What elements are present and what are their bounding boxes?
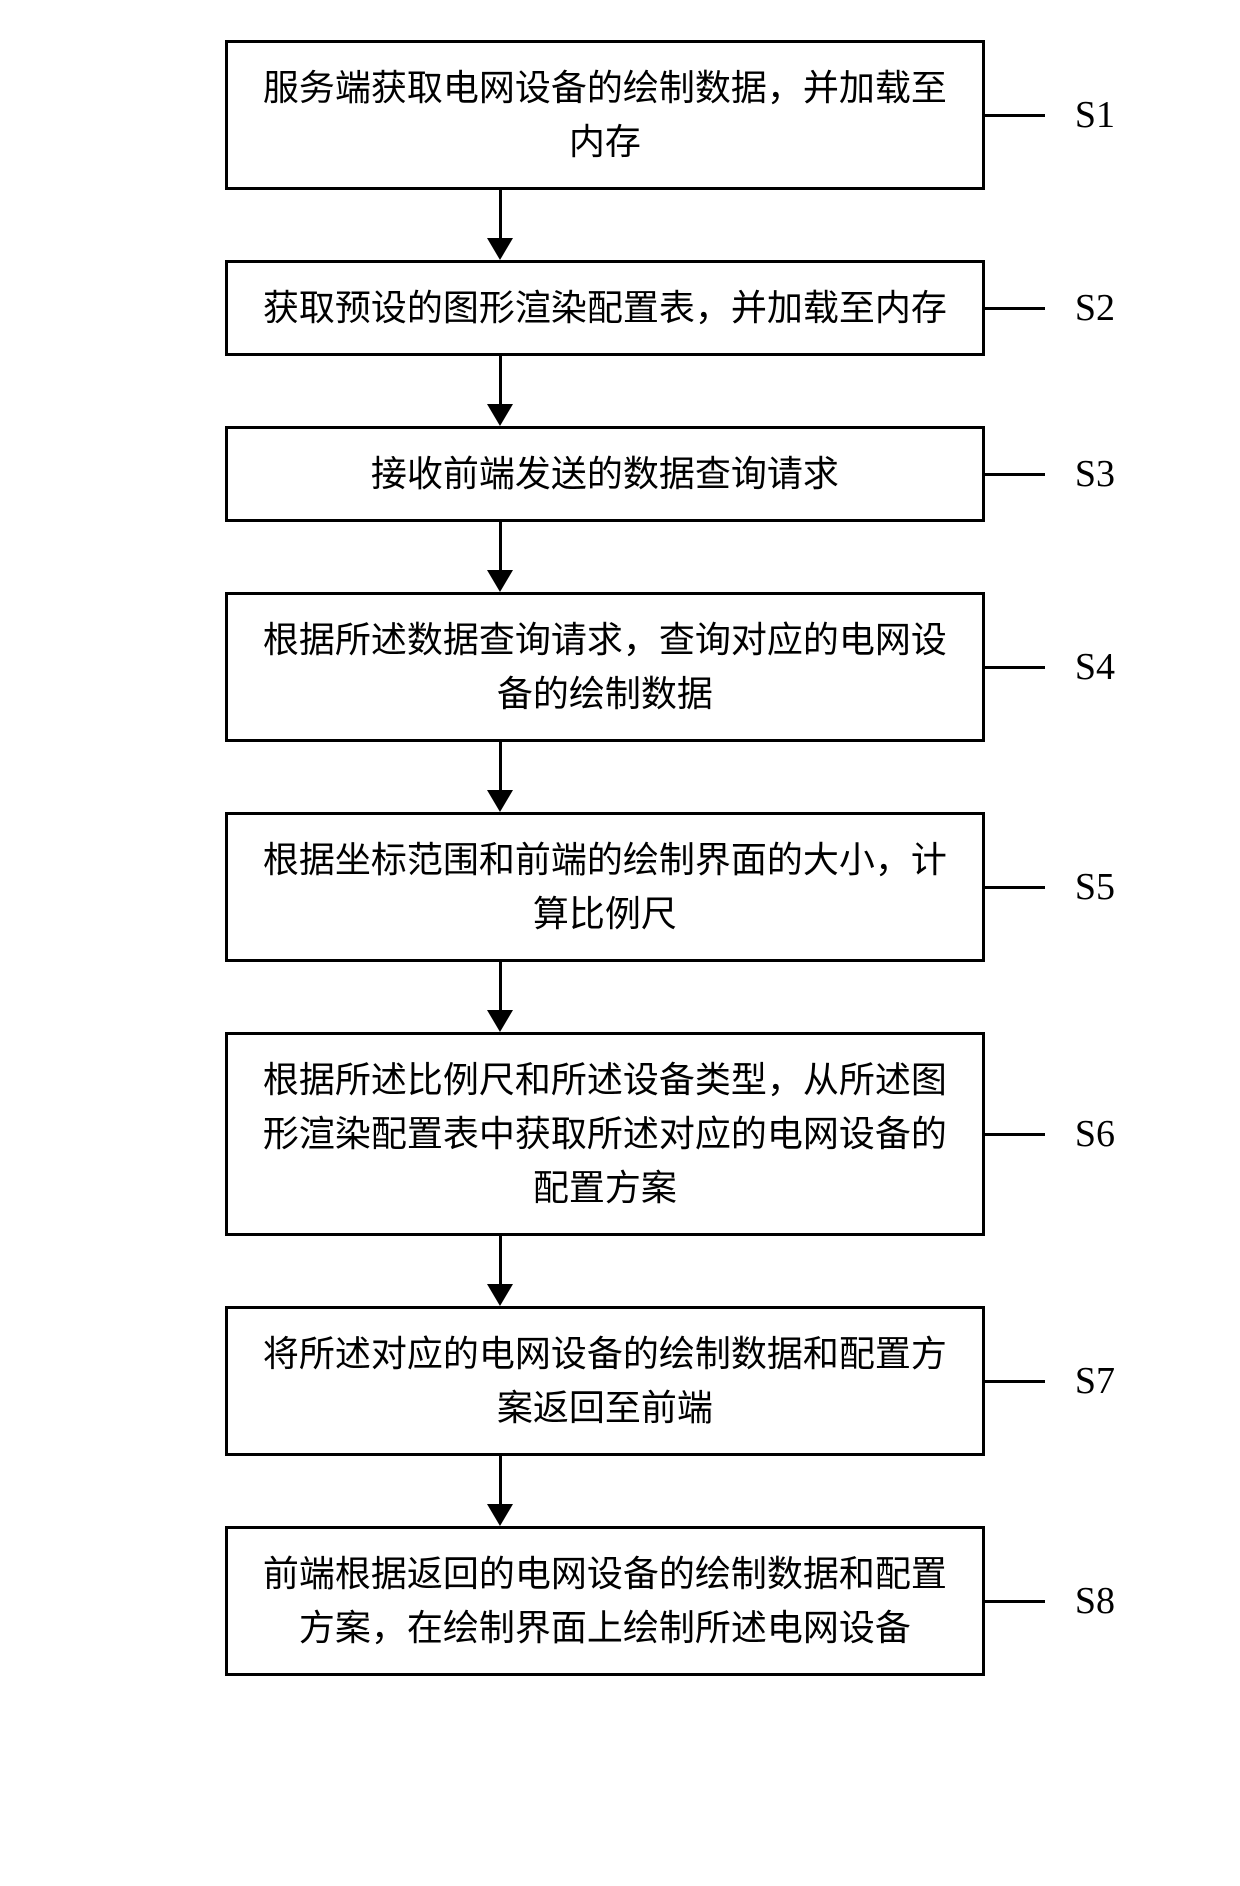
connector-line <box>985 114 1045 117</box>
step-label-s1: S1 <box>1075 93 1115 137</box>
step-text: 根据所述比例尺和所述设备类型，从所述图形渲染配置表中获取所述对应的电网设备的配置… <box>258 1053 952 1215</box>
step-row: 前端根据返回的电网设备的绘制数据和配置方案，在绘制界面上绘制所述电网设备 S8 <box>20 1526 1220 1676</box>
connector-line <box>985 1600 1045 1603</box>
connector-line <box>985 886 1045 889</box>
step-box-s4: 根据所述数据查询请求，查询对应的电网设备的绘制数据 <box>225 592 985 742</box>
step-row: 将所述对应的电网设备的绘制数据和配置方案返回至前端 S7 <box>20 1306 1220 1456</box>
step-row: 根据坐标范围和前端的绘制界面的大小，计算比例尺 S5 <box>20 812 1220 962</box>
step-label-s8: S8 <box>1075 1579 1115 1623</box>
step-row: 接收前端发送的数据查询请求 S3 <box>20 426 1220 522</box>
connector-line <box>985 473 1045 476</box>
step-text: 根据坐标范围和前端的绘制界面的大小，计算比例尺 <box>258 833 952 941</box>
step-label-s4: S4 <box>1075 645 1115 689</box>
arrow <box>20 1236 1220 1306</box>
step-box-s1: 服务端获取电网设备的绘制数据，并加载至内存 <box>225 40 985 190</box>
step-text: 服务端获取电网设备的绘制数据，并加载至内存 <box>258 61 952 169</box>
step-row: 根据所述比例尺和所述设备类型，从所述图形渲染配置表中获取所述对应的电网设备的配置… <box>20 1032 1220 1236</box>
step-text: 前端根据返回的电网设备的绘制数据和配置方案，在绘制界面上绘制所述电网设备 <box>258 1547 952 1655</box>
step-box-s2: 获取预设的图形渲染配置表，并加载至内存 <box>225 260 985 356</box>
step-label-s5: S5 <box>1075 865 1115 909</box>
arrow <box>20 522 1220 592</box>
connector-line <box>985 307 1045 310</box>
step-text: 获取预设的图形渲染配置表，并加载至内存 <box>263 281 947 335</box>
arrow <box>20 962 1220 1032</box>
step-box-s5: 根据坐标范围和前端的绘制界面的大小，计算比例尺 <box>225 812 985 962</box>
step-text: 将所述对应的电网设备的绘制数据和配置方案返回至前端 <box>258 1327 952 1435</box>
step-box-s6: 根据所述比例尺和所述设备类型，从所述图形渲染配置表中获取所述对应的电网设备的配置… <box>225 1032 985 1236</box>
step-label-s3: S3 <box>1075 452 1115 496</box>
step-box-s3: 接收前端发送的数据查询请求 <box>225 426 985 522</box>
connector-line <box>985 666 1045 669</box>
flowchart-container: 服务端获取电网设备的绘制数据，并加载至内存 S1 获取预设的图形渲染配置表，并加… <box>20 40 1220 1676</box>
step-row: 根据所述数据查询请求，查询对应的电网设备的绘制数据 S4 <box>20 592 1220 742</box>
step-box-s7: 将所述对应的电网设备的绘制数据和配置方案返回至前端 <box>225 1306 985 1456</box>
step-row: 服务端获取电网设备的绘制数据，并加载至内存 S1 <box>20 40 1220 190</box>
step-label-s2: S2 <box>1075 286 1115 330</box>
step-row: 获取预设的图形渲染配置表，并加载至内存 S2 <box>20 260 1220 356</box>
arrow <box>20 356 1220 426</box>
step-text: 接收前端发送的数据查询请求 <box>371 447 839 501</box>
connector-line <box>985 1133 1045 1136</box>
arrow <box>20 190 1220 260</box>
step-text: 根据所述数据查询请求，查询对应的电网设备的绘制数据 <box>258 613 952 721</box>
step-label-s6: S6 <box>1075 1112 1115 1156</box>
step-box-s8: 前端根据返回的电网设备的绘制数据和配置方案，在绘制界面上绘制所述电网设备 <box>225 1526 985 1676</box>
arrow <box>20 742 1220 812</box>
arrow <box>20 1456 1220 1526</box>
step-label-s7: S7 <box>1075 1359 1115 1403</box>
connector-line <box>985 1380 1045 1383</box>
